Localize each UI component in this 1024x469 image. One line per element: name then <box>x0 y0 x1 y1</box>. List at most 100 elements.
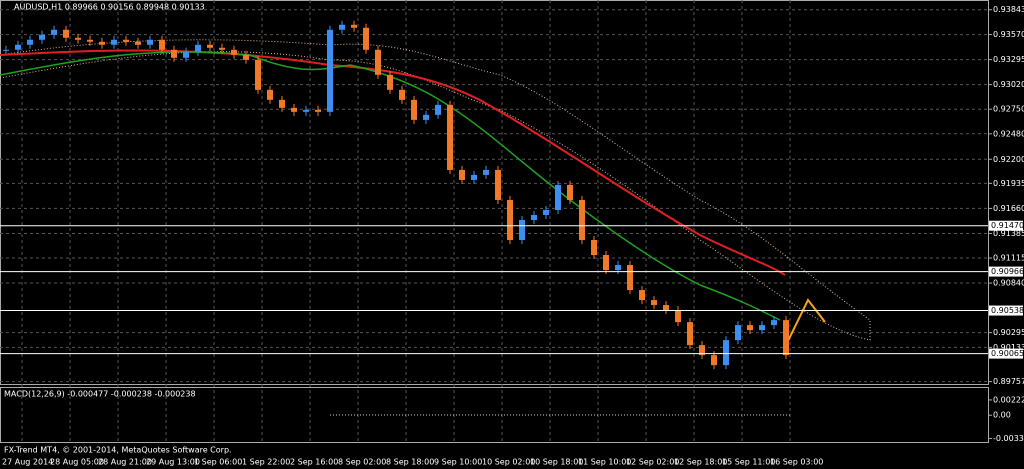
level-label: 0.90538 <box>991 306 1024 315</box>
candle <box>447 104 453 170</box>
y-tick-label: 0.92750 <box>993 105 1024 114</box>
candle <box>303 109 309 112</box>
candle <box>591 240 597 256</box>
candle <box>15 44 21 50</box>
candle <box>159 39 165 50</box>
y-tick-label: 0.90840 <box>993 279 1024 288</box>
candle <box>39 34 45 40</box>
y-tick-label: 0.93843 <box>993 5 1024 14</box>
y-tick-label: 0.91385 <box>993 229 1024 238</box>
candle <box>639 290 645 301</box>
candle <box>435 104 441 115</box>
x-tick-label: 8 Sep 18:00 <box>386 458 434 467</box>
candle <box>339 24 345 30</box>
candle <box>351 24 357 28</box>
candle <box>735 325 741 341</box>
candle <box>255 59 261 90</box>
x-tick-label: 15 Sep 11:00 <box>722 458 775 467</box>
candle <box>315 109 321 112</box>
candles <box>3 20 789 370</box>
candle <box>75 37 81 40</box>
candle <box>219 47 225 50</box>
candle <box>627 265 633 291</box>
level-box <box>989 266 1023 277</box>
y-tick-label: 0.89757 <box>993 377 1024 386</box>
candle <box>63 29 69 38</box>
x-tick-label: 10 Sep 18:00 <box>530 458 583 467</box>
candle <box>711 355 717 366</box>
candle <box>555 184 561 210</box>
candle <box>411 99 417 120</box>
macd-tick-label: 0.00222 <box>993 395 1024 404</box>
candle <box>651 300 657 306</box>
candle <box>3 49 9 51</box>
x-tick-label: 9 Sep 10:00 <box>434 458 482 467</box>
x-tick-label: 8 Sep 02:00 <box>338 458 386 467</box>
y-tick-label: 0.93020 <box>993 80 1024 89</box>
candle <box>675 310 681 323</box>
candle <box>195 44 201 52</box>
level-box <box>989 305 1023 316</box>
candle <box>783 320 789 356</box>
level-label: 0.90065 <box>991 349 1024 358</box>
x-tick-label: 16 Sep 03:00 <box>770 458 823 467</box>
x-tick-label: 12 Sep 02:00 <box>626 458 679 467</box>
macd-tick-label: -0.00337 <box>993 434 1024 443</box>
y-tick-label: 0.92480 <box>993 129 1024 138</box>
candle <box>243 54 249 60</box>
x-tick-label: 1 Sep 06:00 <box>194 458 242 467</box>
candle <box>579 199 585 241</box>
level-box <box>989 348 1023 359</box>
macd-label: MACD(12,26,9) -0.000477 -0.000238 -0.000… <box>4 390 196 399</box>
x-tick-label: 12 Sep 18:00 <box>674 458 727 467</box>
footer: FX-Trend MT4, © 2001-2014, MetaQuotes So… <box>4 446 232 455</box>
candle <box>699 345 705 356</box>
candle <box>279 99 285 108</box>
candle <box>543 209 549 215</box>
y-tick-label: 0.90295 <box>993 328 1024 337</box>
candle <box>663 305 669 311</box>
candle <box>363 27 369 50</box>
level-box <box>989 220 1023 231</box>
candle <box>423 114 429 120</box>
candle <box>111 39 117 45</box>
candle <box>495 169 501 200</box>
candle <box>267 89 273 100</box>
candle <box>399 89 405 100</box>
moving-average-red <box>0 49 786 276</box>
candle <box>771 320 777 326</box>
candle <box>291 107 297 112</box>
candle <box>519 219 525 241</box>
candle <box>207 44 213 48</box>
y-tick-label: 0.93295 <box>993 55 1024 64</box>
x-tick-label: 28 Aug 21:00 <box>98 458 152 467</box>
y-tick-label: 0.90133 <box>993 343 1024 352</box>
candle <box>603 255 609 271</box>
candle <box>87 39 93 42</box>
candle <box>615 265 621 271</box>
y-tick-label: 0.92200 <box>993 155 1024 164</box>
candle <box>183 51 189 58</box>
candle <box>387 74 393 90</box>
y-tick-label: 0.91660 <box>993 204 1024 213</box>
grid <box>0 0 988 442</box>
main-frame <box>0 0 989 385</box>
candle <box>171 49 177 58</box>
chart-title: AUDUSD,H1 0.89966 0.90156 0.89948 0.9013… <box>14 3 205 12</box>
forecast-line <box>785 298 826 346</box>
y-tick-label: 0.93570 <box>993 30 1024 39</box>
level-label: 0.91470 <box>991 221 1024 230</box>
candle <box>135 41 141 45</box>
x-tick-label: 27 Aug 2014 <box>2 458 53 467</box>
x-tick-label: 28 Aug 05:00 <box>50 458 104 467</box>
candle <box>747 325 753 331</box>
x-tick-label: 2 Sep 16:00 <box>290 458 338 467</box>
candle <box>327 29 333 112</box>
candle <box>471 174 477 180</box>
candle <box>723 340 729 366</box>
candle <box>567 184 573 200</box>
candle <box>51 29 57 35</box>
candle <box>687 322 693 346</box>
y-tick-label: 0.91935 <box>993 179 1024 188</box>
